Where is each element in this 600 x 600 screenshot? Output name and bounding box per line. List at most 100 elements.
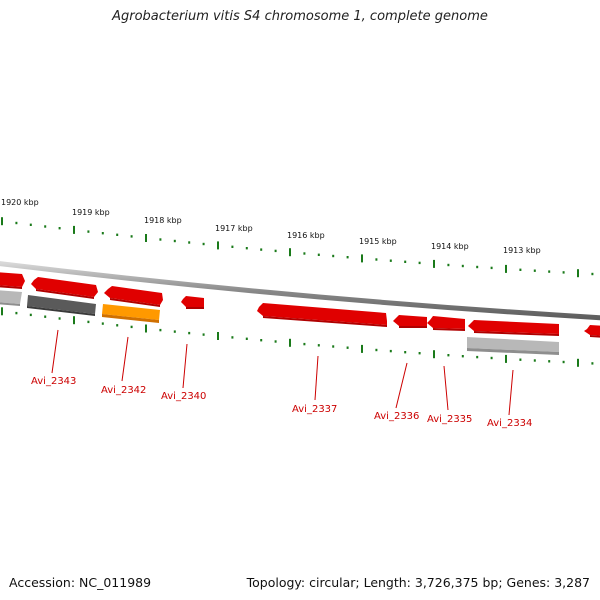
minor-tick (274, 340, 277, 343)
minor-tick (159, 328, 162, 332)
scale-ticks-upper (1, 217, 594, 278)
major-tick (73, 316, 75, 325)
gene-label-avi-2336[interactable]: Avi_2336 (374, 411, 419, 422)
gene-feature[interactable] (257, 303, 387, 327)
chromosome-backbone (0, 261, 600, 321)
minor-tick (476, 355, 479, 359)
minor-tick (159, 238, 162, 241)
scale-label: 1917 kbp (215, 224, 253, 233)
genome-stats-text: Topology: circular; Length: 3,726,375 bp… (246, 575, 590, 590)
minor-tick (461, 264, 464, 268)
major-tick (289, 248, 291, 257)
major-tick (361, 344, 363, 353)
minor-tick (476, 265, 479, 269)
scale-label: 1913 kbp (503, 246, 541, 255)
minor-tick (44, 315, 47, 318)
major-tick (217, 332, 219, 340)
major-tick (145, 234, 147, 242)
minor-tick (562, 271, 565, 274)
minor-tick (130, 325, 133, 329)
major-tick (577, 269, 579, 278)
gene-feature[interactable] (27, 295, 96, 316)
major-tick (505, 264, 507, 273)
gene-feature[interactable] (31, 277, 98, 299)
minor-tick (58, 227, 61, 230)
major-tick (217, 241, 219, 250)
gene-feature[interactable] (0, 272, 25, 289)
gene-feature[interactable] (427, 316, 465, 331)
minor-tick (15, 311, 18, 315)
minor-tick (303, 252, 306, 255)
gene-feature[interactable] (467, 337, 559, 355)
gene-feature[interactable] (104, 286, 163, 307)
major-tick (1, 307, 3, 316)
minor-tick (548, 360, 551, 363)
gene-label-avi-2334[interactable]: Avi_2334 (487, 418, 532, 429)
minor-tick (202, 242, 205, 246)
minor-tick (116, 324, 119, 327)
minor-tick (101, 322, 104, 325)
minor-tick (231, 336, 234, 339)
gene-label-avi-2335[interactable]: Avi_2335 (427, 414, 472, 425)
minor-tick (58, 317, 61, 320)
scale-label: 1920 kbp (1, 198, 39, 207)
minor-tick (533, 359, 536, 362)
minor-tick (130, 235, 133, 238)
minor-tick (260, 339, 263, 342)
minor-tick (260, 248, 263, 251)
minor-tick (29, 313, 32, 317)
gene-label-avi-2342[interactable]: Avi_2342 (101, 385, 146, 396)
major-tick (1, 217, 3, 226)
minor-tick (202, 333, 205, 336)
minor-tick (332, 254, 335, 258)
gene-feature[interactable] (102, 304, 160, 323)
major-tick (433, 350, 435, 359)
gene-label-avi-2337[interactable]: Avi_2337 (292, 404, 337, 415)
gene-feature[interactable] (468, 320, 559, 336)
minor-tick (245, 337, 248, 340)
minor-tick (245, 247, 248, 250)
minor-tick (332, 345, 335, 348)
minor-tick (591, 272, 594, 276)
major-tick (145, 324, 147, 333)
minor-tick (490, 356, 493, 360)
major-tick (73, 225, 75, 234)
minor-tick (447, 354, 450, 357)
minor-tick (519, 268, 522, 271)
minor-tick (303, 342, 306, 346)
scale-ticks-lower (1, 307, 594, 367)
minor-tick (188, 241, 191, 244)
minor-tick (116, 233, 119, 236)
gene-feature[interactable] (181, 296, 204, 309)
gene-feature[interactable] (0, 290, 22, 306)
genome-title: Agrobacterium vitis S4 chromosome 1, com… (112, 9, 488, 24)
minor-tick (188, 331, 191, 335)
minor-tick (317, 253, 320, 256)
major-tick (289, 338, 291, 347)
gene-label-avi-2343[interactable]: Avi_2343 (31, 376, 76, 387)
scale-label: 1915 kbp (359, 237, 397, 246)
minor-tick (173, 330, 176, 333)
minor-tick (15, 221, 18, 225)
minor-tick (375, 258, 378, 261)
major-tick (577, 358, 579, 367)
scale-label: 1918 kbp (144, 216, 182, 225)
gene-label-avi-2340[interactable]: Avi_2340 (161, 391, 206, 402)
major-tick (361, 254, 363, 263)
gene-feature[interactable] (393, 315, 427, 328)
label-leaders (51, 329, 514, 416)
minor-tick (317, 344, 320, 347)
minor-tick (44, 225, 47, 228)
minor-tick (490, 266, 493, 270)
minor-tick (418, 261, 421, 265)
minor-tick (533, 269, 536, 272)
minor-tick (447, 263, 450, 267)
accession-text: Accession: NC_011989 (9, 575, 152, 590)
minor-tick (404, 260, 407, 263)
minor-tick (461, 355, 464, 358)
gene-feature[interactable] (584, 325, 600, 338)
minor-tick (389, 349, 392, 353)
major-tick (433, 259, 435, 268)
